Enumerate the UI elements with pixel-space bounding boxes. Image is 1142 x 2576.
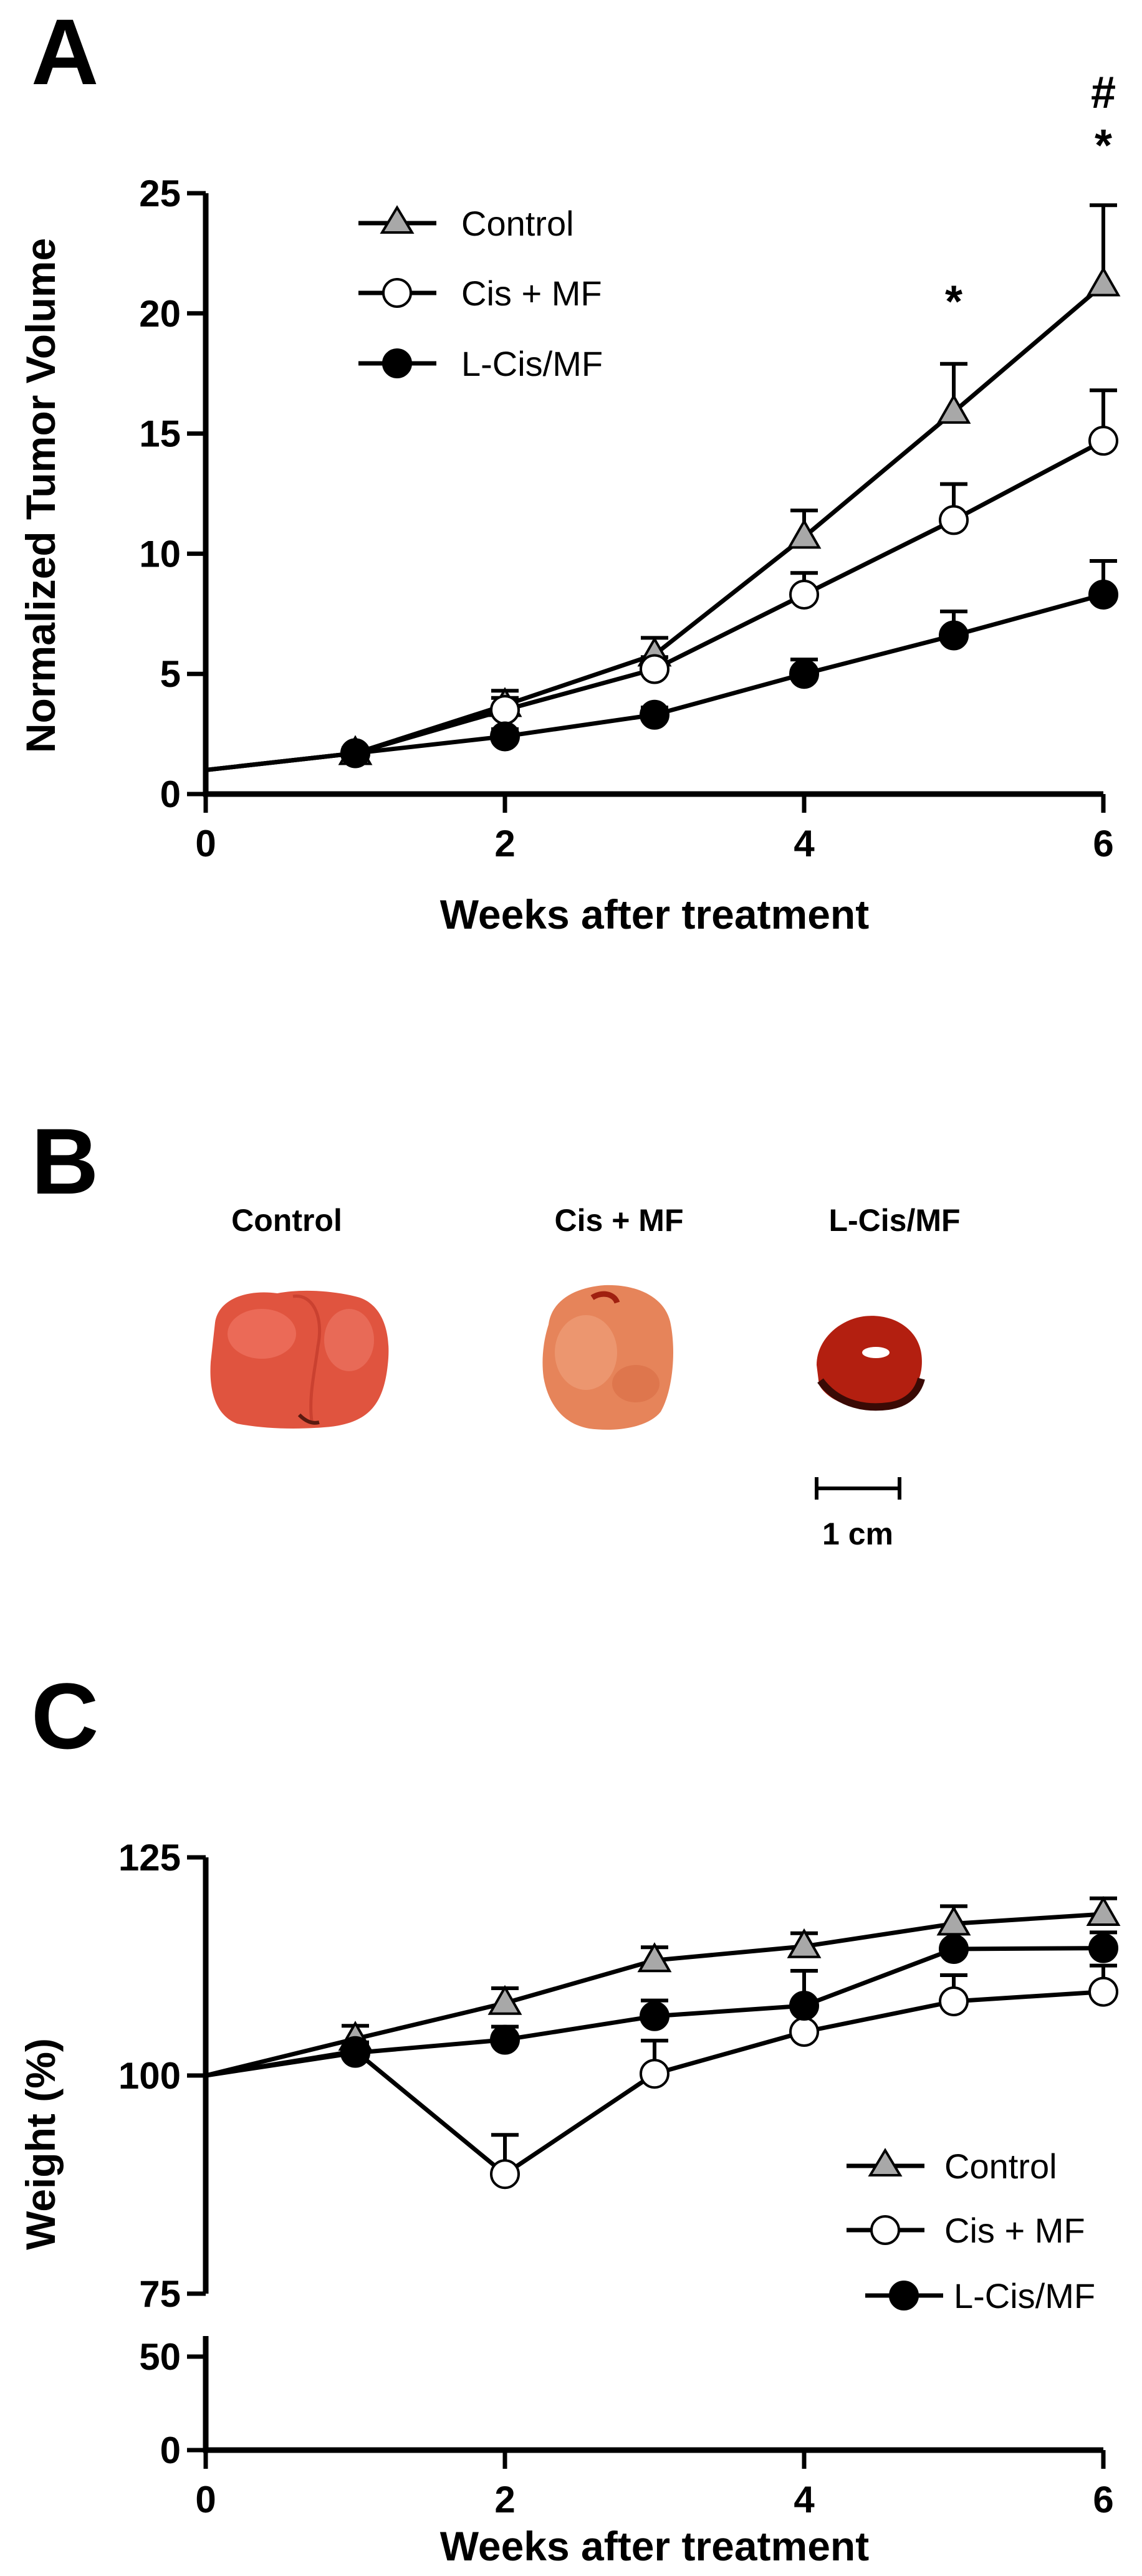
chart-c-control-point: [487, 1985, 522, 2015]
chart-a-l-cis-mf-point: [640, 699, 669, 730]
chart-c-cis-mf-point: [1088, 1976, 1118, 2007]
scale-bar-label: 1 cm: [822, 1516, 893, 1551]
chart-c-x-label: Weeks after treatment: [440, 2523, 869, 2569]
chart-a-x-ticks: 0 2 4 6: [195, 794, 1114, 864]
chart-a-annotation: *: [945, 277, 962, 327]
chart-c-l-cis-mf-point: [640, 2001, 669, 2031]
chart-a-control-point: [936, 393, 971, 424]
legend-a-cis-mf-label: Cis + MF: [461, 274, 602, 313]
chart-a-x-tick-label: 0: [195, 823, 216, 864]
chart-a-l-cis-mf-point: [340, 738, 370, 768]
tumor-lcis-mf-highlight: [862, 1347, 890, 1358]
legend-c-lcis-mf-marker: [889, 2281, 919, 2310]
chart-a-control-point: [1086, 266, 1121, 297]
legend-c-cis-mf-marker: [870, 2215, 900, 2245]
chart-c-x-tick-label: 4: [794, 2479, 815, 2521]
chart-c-l-cis-mf-point: [1088, 1933, 1118, 1963]
chart-a-l-cis-mf-point: [490, 721, 520, 752]
chart-c-legend: Control Cis + MF L-Cis/MF: [847, 2147, 1095, 2315]
chart-a-cis-mf-point: [939, 505, 969, 535]
chart-a-annotation: *: [1095, 121, 1112, 171]
chart-a-y-tick-label: 20: [139, 293, 181, 335]
tumor-photos: Control Cis + MF L-Cis/MF: [210, 1203, 961, 1551]
tumor-cis-mf: [542, 1285, 673, 1430]
panel-label-c: C: [31, 1664, 98, 1768]
chart-a-control-line: [205, 282, 1105, 772]
chart-a-cis-mf-point: [490, 695, 520, 725]
chart-a-y-tick-label: 10: [139, 533, 181, 575]
chart-a-series: [205, 203, 1121, 772]
chart-c-control-point: [1086, 1895, 1121, 1926]
chart-a-legend: Control Cis + MF L-Cis/MF: [358, 204, 603, 383]
tumor-lcis-mf: [817, 1316, 925, 1411]
chart-c-y-tick-label: 100: [118, 2055, 181, 2097]
chart-a-y-ticks: 0 5 10 15 20 25: [139, 173, 206, 815]
chart-a-x-label: Weeks after treatment: [440, 891, 869, 937]
chart-c-x-tick-label: 2: [494, 2479, 515, 2521]
legend-a-lcis-mf-label: L-Cis/MF: [461, 344, 603, 383]
chart-a-x-tick-label: 4: [794, 823, 815, 864]
chart-c-x-ticks: 0 2 4 6: [195, 2450, 1114, 2521]
chart-a-y-tick-label: 0: [160, 773, 181, 815]
legend-a-control-marker: [380, 205, 415, 234]
chart-c-y-label: Weight (%): [17, 2038, 64, 2250]
chart-c: 0 50 75 100 125 0 2 4 6 Weight (%) Weeks after …: [17, 1837, 1121, 2569]
legend-a-lcis-mf-marker: [382, 348, 412, 378]
chart-a-y-tick-label: 5: [160, 653, 181, 695]
chart-a-x-tick-label: 2: [494, 823, 515, 864]
chart-c-l-cis-mf-point: [490, 2024, 520, 2055]
chart-a-cis-mf-point: [789, 579, 819, 610]
chart-c-y-tick-label: 0: [160, 2430, 181, 2471]
chart-c-l-cis-mf-point: [789, 1991, 819, 2021]
chart-c-cis-mf-point: [490, 2159, 520, 2190]
tumor-control: [210, 1290, 389, 1429]
chart-c-x-tick-label: 0: [195, 2479, 216, 2521]
chart-c-x-tick-label: 6: [1093, 2479, 1113, 2521]
chart-a-annotation: #: [1091, 68, 1116, 118]
chart-a-cis-mf-point: [640, 654, 669, 684]
chart-c-series: [205, 1895, 1121, 2190]
legend-c-lcis-mf-label: L-Cis/MF: [954, 2276, 1095, 2315]
chart-c-cis-mf-point: [640, 2059, 669, 2089]
chart-c-y-tick-label: 125: [118, 1837, 181, 1879]
panel-label-a: A: [31, 0, 98, 104]
chart-c-y-ticks: 0 50 75 100 125: [118, 1837, 206, 2471]
chart-a-control-point: [787, 519, 822, 549]
photo-label-cis-mf: Cis + MF: [555, 1203, 684, 1238]
chart-a-y-label: Normalized Tumor Volume: [17, 238, 64, 753]
legend-c-cis-mf-label: Cis + MF: [944, 2211, 1085, 2250]
legend-a-control-label: Control: [461, 204, 574, 243]
chart-c-cis-mf-point: [939, 1986, 969, 2016]
panel-label-b: B: [31, 1109, 98, 1214]
chart-c-y-tick-label: 50: [139, 2336, 181, 2378]
legend-c-control-label: Control: [944, 2147, 1057, 2186]
chart-a-l-cis-mf-point: [1088, 579, 1118, 610]
chart-c-l-cis-mf-point: [340, 2037, 370, 2068]
legend-c-control-marker: [868, 2148, 903, 2176]
chart-c-cis-mf-point: [789, 2017, 819, 2047]
photo-label-control: Control: [231, 1203, 342, 1238]
chart-c-control-point: [637, 1942, 672, 1973]
photo-label-lcis-mf: L-Cis/MF: [828, 1203, 960, 1238]
legend-a-cis-mf-marker: [382, 278, 412, 308]
chart-c-y-tick-label: 75: [139, 2273, 181, 2315]
chart-a-x-tick-label: 6: [1093, 823, 1113, 864]
chart-a-axes: [203, 193, 1103, 797]
chart-c-control-point: [787, 1928, 822, 1958]
chart-a-cis-mf-point: [1088, 426, 1118, 456]
chart-a-y-tick-label: 15: [139, 413, 181, 455]
chart-a-l-cis-mf-point: [939, 620, 969, 651]
chart-a-annotations: **#: [945, 68, 1116, 327]
scale-bar: [815, 1477, 901, 1500]
chart-a-y-tick-label: 25: [139, 173, 181, 214]
chart-a-l-cis-mf-point: [789, 659, 819, 689]
chart-c-l-cis-mf-point: [939, 1934, 969, 1964]
